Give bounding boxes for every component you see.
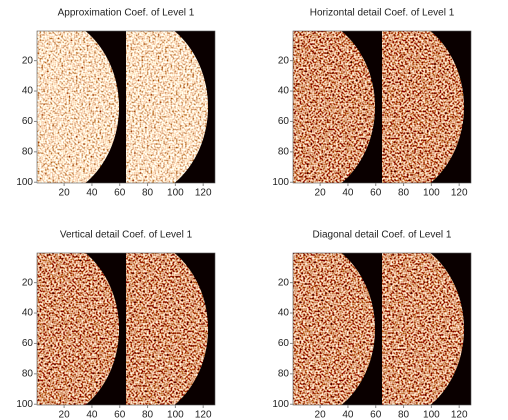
y-tick-label: 40 [278, 308, 290, 319]
coefficient-image [37, 31, 215, 183]
x-tick-label: 120 [195, 188, 212, 199]
y-tick-label: 100 [16, 177, 33, 188]
x-tick-label: 40 [86, 410, 98, 420]
x-tick-label: 120 [195, 410, 212, 420]
y-tick-label: 80 [22, 146, 34, 157]
y-tick-label: 100 [272, 399, 289, 410]
x-tick-label: 80 [142, 410, 154, 420]
x-tick-label: 60 [114, 410, 126, 420]
coefficient-image [293, 31, 471, 183]
y-tick-label: 20 [278, 277, 290, 288]
y-tick-label: 80 [278, 368, 290, 379]
x-tick-label: 100 [423, 410, 440, 420]
x-tick-label: 60 [370, 188, 382, 199]
y-tick-label: 40 [278, 86, 290, 97]
panel-title: Vertical detail Coef. of Level 1 [60, 230, 193, 241]
x-tick-label: 60 [370, 410, 382, 420]
y-tick-label: 60 [22, 116, 34, 127]
y-tick-label: 40 [22, 308, 34, 319]
x-tick-label: 20 [59, 188, 71, 199]
y-tick-label: 80 [278, 146, 290, 157]
x-tick-label: 40 [342, 188, 354, 199]
y-tick-label: 20 [278, 55, 290, 66]
y-tick-label: 60 [278, 338, 290, 349]
coefficient-image [293, 253, 471, 405]
panel-title: Approximation Coef. of Level 1 [58, 8, 195, 19]
panel-title: Horizontal detail Coef. of Level 1 [310, 8, 455, 19]
x-tick-label: 120 [451, 410, 468, 420]
x-tick-label: 120 [451, 188, 468, 199]
x-tick-label: 20 [315, 188, 327, 199]
x-tick-label: 20 [315, 410, 327, 420]
x-tick-label: 20 [59, 410, 71, 420]
x-tick-label: 40 [342, 410, 354, 420]
x-tick-label: 100 [167, 188, 184, 199]
y-tick-label: 40 [22, 86, 34, 97]
y-tick-label: 80 [22, 368, 34, 379]
x-tick-label: 100 [423, 188, 440, 199]
panel-title: Diagonal detail Coef. of Level 1 [313, 230, 452, 241]
y-tick-label: 100 [272, 177, 289, 188]
x-tick-label: 80 [398, 188, 410, 199]
figure: Approximation Coef. of Level 1 20 40 60 80 10… [0, 0, 508, 420]
x-tick-label: 60 [114, 188, 126, 199]
x-tick-label: 80 [142, 188, 154, 199]
x-tick-label: 80 [398, 410, 410, 420]
coefficient-image [37, 253, 215, 405]
y-tick-label: 20 [22, 55, 34, 66]
y-tick-label: 100 [16, 399, 33, 410]
x-tick-label: 100 [167, 410, 184, 420]
y-tick-label: 60 [278, 116, 290, 127]
y-tick-label: 20 [22, 277, 34, 288]
x-tick-label: 40 [86, 188, 98, 199]
y-tick-label: 60 [22, 338, 34, 349]
